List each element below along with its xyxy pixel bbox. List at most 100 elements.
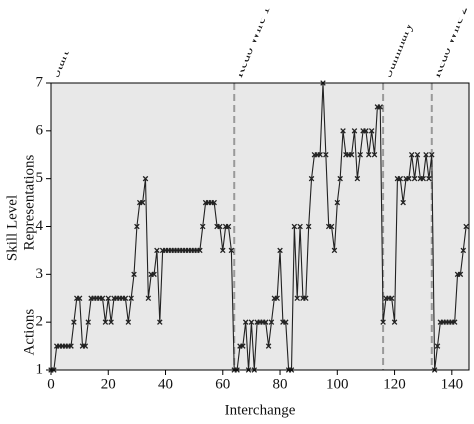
point-marker — [337, 175, 343, 182]
point-marker — [240, 343, 246, 349]
point-marker — [248, 319, 255, 325]
point-marker — [220, 247, 226, 254]
y-tick-label: 6 — [36, 122, 44, 138]
point-marker — [294, 295, 300, 302]
x-tick-label: 100 — [326, 376, 349, 392]
x-tick-label: 40 — [158, 376, 173, 392]
point-marker — [328, 223, 335, 230]
event-label: Redo Wire 1 — [230, 4, 273, 80]
point-marker — [397, 175, 404, 182]
point-marker — [451, 319, 458, 325]
point-marker — [225, 223, 232, 230]
point-marker — [283, 319, 289, 325]
plot-background — [51, 83, 469, 370]
event-label: Summary — [379, 19, 416, 80]
point-marker — [154, 247, 160, 254]
point-marker — [423, 151, 429, 158]
point-marker — [125, 319, 132, 325]
point-marker — [414, 151, 421, 158]
point-marker — [308, 175, 315, 182]
point-marker — [157, 319, 163, 325]
point-marker — [363, 128, 369, 134]
point-marker — [357, 151, 363, 158]
point-marker — [262, 319, 269, 325]
point-marker — [265, 343, 272, 349]
point-marker — [68, 343, 74, 349]
point-marker — [128, 295, 134, 302]
y-axis-label: Skill Level — [4, 195, 20, 261]
x-tick-label: 80 — [273, 376, 288, 392]
y-tick-label: 3 — [36, 266, 44, 282]
x-axis-label: Interchange — [225, 402, 296, 418]
x-tick-label: 140 — [441, 376, 464, 392]
point-marker — [429, 151, 435, 158]
event-label: Redo Wire 2 — [428, 4, 471, 80]
point-marker — [85, 319, 91, 325]
point-marker — [334, 199, 341, 206]
point-marker — [151, 271, 157, 278]
point-marker — [380, 319, 386, 325]
point-marker — [351, 128, 358, 134]
point-marker — [303, 295, 309, 302]
point-marker — [268, 319, 275, 325]
x-tick-label: 60 — [215, 376, 230, 392]
point-marker — [199, 223, 206, 230]
point-marker — [400, 199, 406, 206]
point-marker — [108, 319, 114, 325]
x-tick-label: 20 — [101, 376, 116, 392]
point-marker — [297, 223, 303, 230]
y-tick-label: 2 — [36, 314, 44, 330]
point-marker — [391, 319, 398, 325]
point-marker — [371, 151, 378, 158]
point-marker — [348, 151, 355, 158]
point-marker — [408, 151, 415, 158]
point-marker — [406, 175, 412, 182]
point-marker — [105, 295, 112, 302]
point-marker — [131, 271, 137, 278]
y-tick-label: 5 — [36, 170, 44, 186]
point-marker — [323, 151, 329, 158]
point-marker — [317, 151, 323, 158]
point-marker — [82, 343, 89, 349]
point-marker — [99, 295, 106, 302]
y-tick-label: 1 — [36, 361, 44, 377]
point-marker — [354, 175, 361, 182]
point-marker — [277, 247, 283, 254]
point-marker — [426, 175, 432, 182]
x-tick-label: 0 — [47, 376, 55, 392]
point-marker — [71, 319, 77, 325]
y-tick-label: 4 — [36, 218, 44, 234]
y-group-label: Representations — [21, 155, 37, 251]
point-marker — [145, 295, 152, 302]
point-marker — [460, 247, 467, 254]
point-marker — [366, 151, 372, 158]
plot-frame — [50, 82, 470, 371]
point-marker — [142, 175, 149, 182]
point-marker — [242, 319, 249, 325]
point-marker — [331, 247, 338, 254]
point-marker — [76, 295, 83, 302]
point-marker — [228, 247, 235, 254]
point-marker — [463, 223, 469, 230]
point-marker — [134, 223, 140, 230]
point-marker — [211, 199, 217, 206]
point-marker — [305, 223, 312, 230]
point-marker — [388, 295, 395, 302]
point-marker — [411, 175, 418, 182]
point-marker — [457, 271, 464, 278]
point-marker — [377, 104, 384, 110]
point-marker — [139, 199, 146, 206]
point-marker — [291, 223, 298, 230]
event-label: Start — [47, 47, 73, 80]
point-marker — [217, 223, 223, 230]
point-marker — [102, 319, 109, 325]
point-marker — [434, 343, 441, 349]
y-tick-label: 7 — [36, 74, 44, 90]
y-group-label: Actions — [21, 309, 37, 356]
point-marker — [368, 128, 375, 134]
x-tick-label: 120 — [383, 376, 406, 392]
point-marker — [197, 247, 203, 254]
point-marker — [122, 295, 129, 302]
point-marker — [340, 128, 346, 134]
